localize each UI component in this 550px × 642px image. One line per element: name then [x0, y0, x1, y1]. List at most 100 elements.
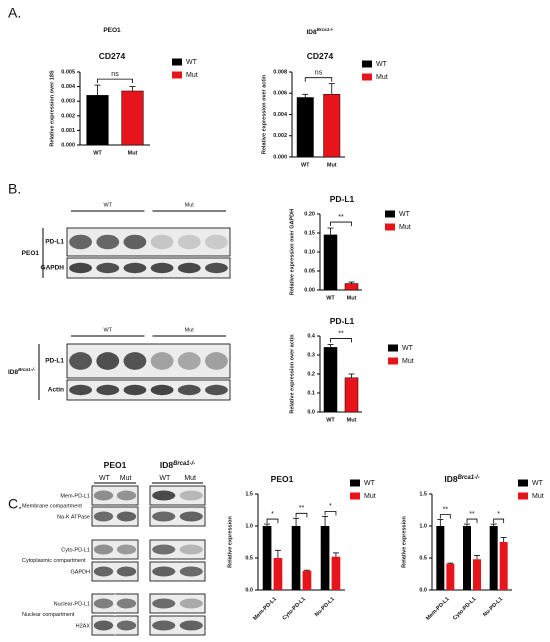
- blot-band: [69, 352, 92, 370]
- blot-band: [177, 352, 201, 370]
- legend-label: Mut: [532, 493, 544, 500]
- bar: [86, 95, 109, 146]
- significance-bracket: [439, 514, 451, 519]
- legend-label: Mut: [364, 493, 376, 500]
- bar: [323, 234, 338, 291]
- blot-band: [205, 262, 228, 274]
- column-header-sup: Brca1-/-: [173, 461, 195, 467]
- blot-band: [69, 384, 92, 396]
- blot-band: [69, 262, 92, 274]
- group-label: WT: [103, 327, 112, 333]
- legend-swatch: [362, 60, 372, 68]
- chart-title: PD-L1: [330, 194, 355, 204]
- blot-band: [177, 384, 201, 396]
- panel-label: B.: [8, 181, 21, 197]
- blot-band: [116, 544, 137, 555]
- x-tick-label: Nu-PD-L1: [482, 596, 504, 618]
- y-tick-label: 0.008: [273, 69, 287, 75]
- y-tick-label: 0.000: [61, 142, 75, 148]
- chart-title-base: CD274: [307, 51, 334, 61]
- legend-label: Mut: [402, 358, 414, 365]
- y-tick-label: 0.10: [304, 249, 315, 255]
- y-tick-label: 1.0: [245, 523, 253, 529]
- blot-side-label-sup: Brca1-/-: [18, 367, 35, 372]
- panel-label: A.: [8, 5, 21, 21]
- blot-band: [205, 234, 228, 250]
- legend-label: Mut: [399, 224, 411, 231]
- blot-band: [177, 262, 201, 274]
- legend-label: WT: [186, 59, 198, 66]
- blot-band: [93, 620, 114, 631]
- column-header-base: ID8: [160, 460, 174, 470]
- blot-band: [116, 598, 137, 609]
- legend-swatch: [388, 344, 398, 352]
- significance-label: *: [271, 511, 274, 518]
- y-tick-label: 0.4: [307, 333, 316, 339]
- row-label: Nuclear-PD-L1: [54, 601, 90, 607]
- blot-side-label: PEO1: [22, 250, 40, 257]
- blot-band: [179, 511, 203, 522]
- blot-band: [96, 352, 120, 370]
- y-axis-label: Relative expression: [227, 516, 233, 568]
- bar: [302, 570, 312, 590]
- blot-band: [116, 620, 137, 631]
- row-label: Na-K ATPase: [57, 514, 90, 520]
- significance-label: ns: [111, 71, 119, 78]
- lane-label: Mut: [184, 475, 196, 482]
- chart-title: ID8Brca1-/-: [444, 474, 479, 484]
- blot-band: [150, 352, 174, 370]
- blot-band: [93, 566, 114, 577]
- y-axis-label: Relative expression over actin: [261, 74, 267, 154]
- blot-band: [93, 544, 114, 555]
- legend-swatch: [388, 357, 398, 365]
- bar: [463, 526, 471, 590]
- row-label: Cyto-PD-L1: [61, 547, 90, 553]
- blot-side-label: ID8Brca1-/-: [8, 367, 36, 376]
- bar: [296, 97, 314, 158]
- group-label: Mut: [185, 202, 195, 208]
- chart-title: PEO1: [271, 474, 294, 484]
- y-tick-label: 0.005: [61, 69, 75, 75]
- legend-swatch: [518, 492, 528, 500]
- legend-swatch: [362, 73, 372, 81]
- panel-label: C.: [8, 496, 22, 512]
- bar: [323, 94, 341, 158]
- y-tick-label: 0.1: [307, 390, 315, 396]
- x-tick-label: Mut: [347, 417, 357, 423]
- x-tick-label: WT: [301, 162, 310, 168]
- group-label: WT: [103, 202, 112, 208]
- significance-label: **: [338, 214, 344, 221]
- group-label: Mut: [185, 327, 195, 333]
- blot-band: [123, 234, 147, 250]
- significance-bracket: [266, 518, 279, 524]
- chart-title: CD274: [307, 51, 334, 61]
- x-tick-label: Mut: [128, 150, 138, 156]
- bar: [320, 526, 330, 590]
- chart-title-base: PD-L1: [330, 194, 355, 204]
- blot-band: [96, 384, 120, 396]
- row-label: GAPDH: [70, 569, 90, 575]
- blot-band: [152, 566, 176, 577]
- column-header: PEO1: [104, 460, 127, 470]
- blot-band: [152, 544, 176, 555]
- x-tick-label: WT: [326, 417, 335, 423]
- row-label: Mem-PD-L1: [60, 493, 90, 499]
- x-tick-label: WT: [93, 150, 102, 156]
- blot-band: [96, 234, 120, 250]
- blot-band: [205, 352, 228, 370]
- blot-band: [152, 620, 176, 631]
- blot-band: [69, 234, 92, 250]
- blot-band: [179, 544, 203, 555]
- significance-bracket: [295, 512, 308, 518]
- blot-side-label-base: PEO1: [22, 250, 40, 257]
- legend-label: WT: [402, 345, 414, 352]
- lane-label: Mut: [120, 475, 132, 482]
- x-tick-label: Mem-PD-L1: [425, 596, 451, 622]
- blot-band: [152, 490, 176, 501]
- chart-title-base: CD274: [99, 51, 126, 61]
- legend-swatch: [172, 58, 182, 66]
- chart-title-base: ID8: [444, 474, 458, 484]
- significance-bracket: [493, 518, 505, 524]
- chart-header: PEO1: [103, 27, 121, 34]
- blot-side-label-base: ID8: [8, 369, 19, 376]
